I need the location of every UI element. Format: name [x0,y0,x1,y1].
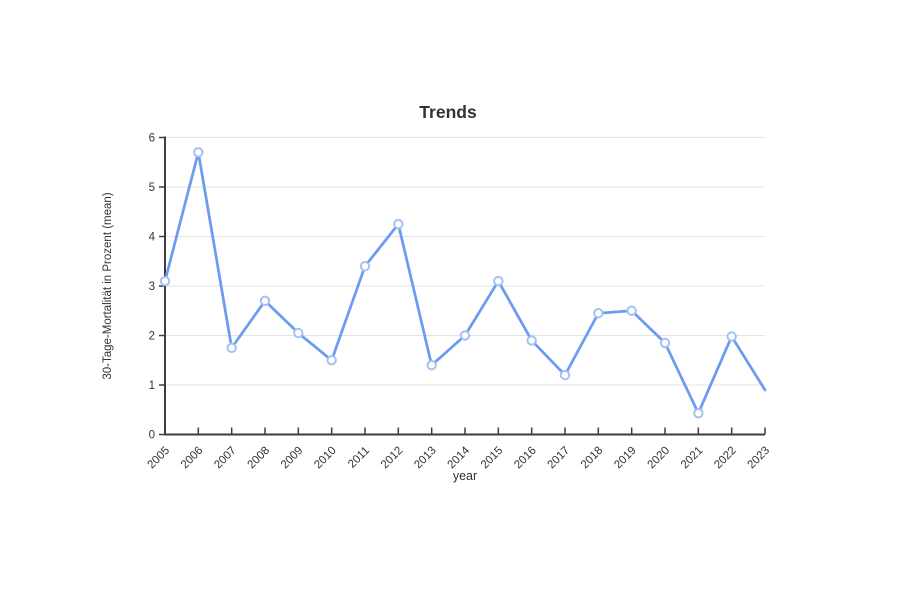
x-tick-label: 2011 [346,445,372,471]
data-point-marker [293,327,304,339]
data-point-marker [559,369,571,381]
data-point-marker [659,337,671,349]
y-tick-label: 3 [149,281,155,293]
data-point-marker [693,408,704,419]
data-line [163,150,767,415]
x-tick-label: 2007 [212,445,239,472]
data-point-marker [526,335,537,346]
x-tick-label: 2016 [512,445,539,472]
x-tick-label: 2015 [479,445,506,472]
x-tick-label: 2023 [746,445,773,472]
x-tick-label: 2010 [312,445,339,472]
data-point-marker [593,308,604,319]
x-tick-label: 2008 [246,445,273,472]
x-tick-label: 2009 [279,445,306,472]
x-tick-label: 2006 [179,445,206,472]
data-point-marker [726,331,737,342]
x-axis-title: year [452,469,478,483]
data-point-marker [193,147,204,158]
x-tick-label: 2022 [712,445,739,472]
x-tick-label: 2019 [612,445,639,472]
y-tick-label: 4 [149,232,156,244]
data-point-marker [426,360,437,371]
data-point-marker [226,342,237,354]
x-tick-label: 2005 [146,445,173,472]
x-tick-label: 2014 [446,444,473,471]
x-tick-label: 2018 [579,445,606,472]
x-tick-label: 2013 [412,445,439,472]
data-point-marker [493,275,504,287]
chart-title: Trends [419,102,477,122]
data-point-marker [459,330,471,341]
x-tick-label: 2020 [646,445,673,472]
data-point-marker [359,261,371,272]
data-point-marker [159,275,171,287]
data-point-marker [626,305,637,316]
y-tick-label: 0 [149,430,155,442]
y-tick-label: 5 [149,182,155,194]
y-tick-label: 1 [149,380,155,392]
data-point-marker [393,218,404,230]
data-point-marker [326,355,337,366]
y-tick-label: 6 [149,133,155,145]
y-tick-label: 2 [149,331,155,343]
data-point-marker [259,295,271,307]
x-tick-label: 2017 [546,445,573,472]
x-tick-label: 2012 [379,445,406,472]
x-tick-label: 2021 [679,445,706,472]
